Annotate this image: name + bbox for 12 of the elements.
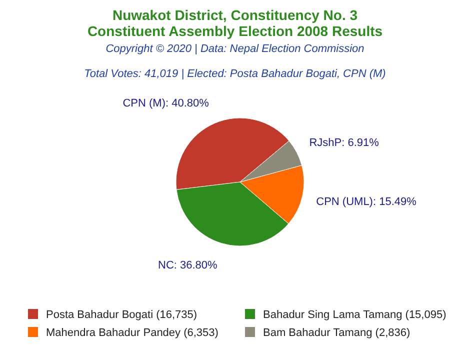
text: Total Votes: 41,019 | Elected: Posta Bahadur Bogati, CPN (M) bbox=[84, 68, 386, 80]
legend-label: Bam Bahadur Tamang (2,836) bbox=[263, 327, 410, 339]
legend-label: Posta Bahadur Bogati (16,735) bbox=[46, 309, 198, 321]
data-label: RJshP: 6.91% bbox=[309, 137, 380, 150]
text: Copyright © 2020 | Data: Nepal Election Commission bbox=[106, 43, 364, 55]
legend-label: Bahadur Sing Lama Tamang (15,095) bbox=[263, 309, 446, 321]
data-label: CPN (UML): 15.49% bbox=[316, 196, 417, 208]
legend-label: Mahendra Bahadur Pandey (6,353) bbox=[46, 327, 218, 339]
chart-title: Nuwakot District, Constituency No. 3 bbox=[112, 7, 358, 23]
data-label: NC: 36.80% bbox=[158, 260, 218, 272]
chart-subtitle: Constituent Assembly Election 2008 Results bbox=[87, 23, 383, 39]
data-label: CPN (M): 40.80% bbox=[122, 98, 210, 110]
